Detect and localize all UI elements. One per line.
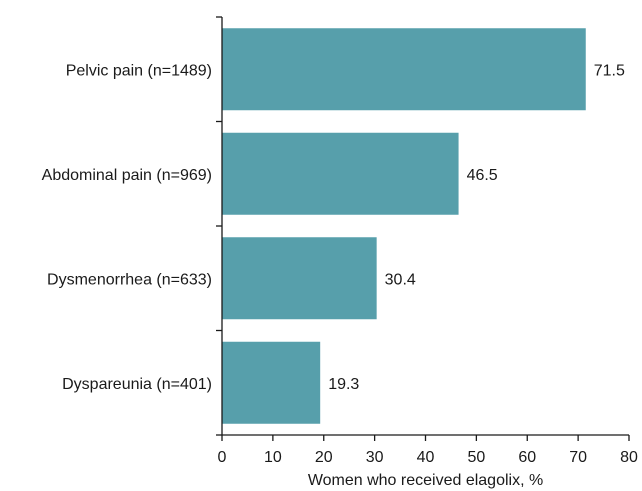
x-tick-label: 50	[467, 449, 485, 466]
category-label-3: Dysmenorrhea (n=633)	[47, 271, 212, 288]
x-axis: 0 10 20 30 40 50 60 70 80	[218, 434, 638, 466]
bars-group	[222, 28, 586, 424]
bar-1	[222, 28, 586, 111]
x-tick-label: 20	[315, 449, 333, 466]
value-label-1: 71.5	[594, 62, 625, 79]
x-tick-label: 40	[417, 449, 435, 466]
category-label-4: Dyspareunia (n=401)	[62, 376, 212, 393]
y-axis	[216, 16, 223, 436]
bar-4	[222, 341, 321, 424]
x-tick-label: 70	[569, 449, 587, 466]
x-tick-label: 0	[218, 449, 227, 466]
x-tick-label: 80	[620, 449, 638, 466]
category-label-2: Abdominal pain (n=969)	[42, 167, 212, 184]
category-label-1: Pelvic pain (n=1489)	[66, 62, 212, 79]
bar-3	[222, 237, 377, 320]
x-tick-label: 30	[366, 449, 384, 466]
x-tick-label: 60	[518, 449, 536, 466]
bar-2	[222, 132, 459, 215]
category-labels: Pelvic pain (n=1489) Abdominal pain (n=96…	[42, 62, 212, 393]
x-tick-label: 10	[264, 449, 282, 466]
value-label-4: 19.3	[328, 376, 359, 393]
x-axis-title: Women who received elagolix, %	[308, 472, 543, 489]
value-label-2: 46.5	[467, 167, 498, 184]
value-labels: 71.5 46.5 30.4 19.3	[328, 62, 625, 393]
value-label-3: 30.4	[385, 271, 416, 288]
